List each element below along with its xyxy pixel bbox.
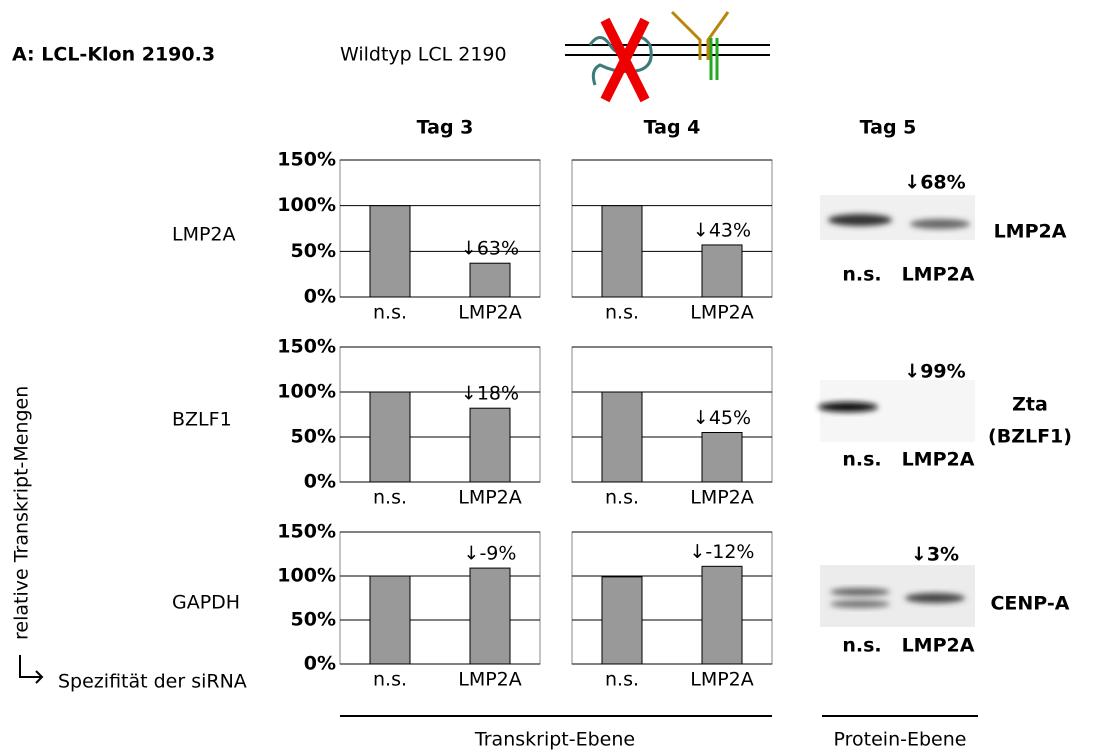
protein-label: LMP2A: [994, 221, 1067, 243]
axis-arrow: [20, 655, 42, 683]
bar: [370, 392, 410, 482]
x-tick-label: LMP2A: [458, 302, 522, 324]
y-axis-label: relative Transkript-Mengen: [11, 386, 33, 640]
annotation: ↓18%: [461, 383, 519, 405]
bar: [602, 206, 642, 297]
strain-label: Wildtyp LCL 2190: [340, 44, 507, 66]
x-tick-label: LMP2A: [458, 487, 522, 509]
x-tick-label: n.s.: [373, 302, 407, 324]
x-tick-label: n.s.: [605, 669, 639, 691]
annotation: ↓63%: [461, 238, 519, 260]
bar: [470, 408, 510, 482]
footer-label: Transkript-Ebene: [474, 729, 635, 751]
column-header: Tag 5: [860, 117, 917, 139]
blot: [820, 565, 975, 627]
row-label: LMP2A: [172, 224, 236, 246]
row-label: BZLF1: [172, 409, 232, 431]
footer-label: Protein-Ebene: [834, 729, 967, 751]
y-tick-label: 0%: [304, 286, 336, 308]
lane-label: n.s.: [842, 264, 881, 286]
x-tick-label: n.s.: [373, 669, 407, 691]
x-tick-label: n.s.: [605, 487, 639, 509]
x-tick-label: LMP2A: [690, 302, 754, 324]
lane-label: LMP2A: [902, 449, 975, 471]
y-tick-label: 100%: [277, 565, 336, 587]
bar: [470, 263, 510, 297]
lane-label: LMP2A: [902, 635, 975, 657]
annotation: ↓-9%: [464, 543, 517, 565]
x-tick-label: n.s.: [373, 487, 407, 509]
panel-label: A: LCL-Klon 2190.3: [12, 44, 215, 66]
y-tick-label: 100%: [277, 381, 336, 403]
annotation: ↓-12%: [689, 541, 754, 563]
y-tick-label: 50%: [291, 426, 336, 448]
x-tick-label: LMP2A: [458, 669, 522, 691]
bar: [702, 433, 742, 483]
y-tick-label: 0%: [304, 653, 336, 675]
y-tick-label: 150%: [277, 521, 336, 543]
x-tick-label: LMP2A: [690, 487, 754, 509]
row-label: GAPDH: [172, 592, 240, 614]
protein-label: CENP-A: [990, 593, 1069, 615]
x-tick-label: n.s.: [605, 302, 639, 324]
bar: [702, 566, 742, 664]
y-tick-label: 100%: [277, 194, 336, 216]
y-tick-label: 0%: [304, 471, 336, 493]
bar: [702, 245, 742, 297]
column-header: Tag 4: [644, 117, 701, 139]
annotation: ↓45%: [693, 407, 751, 429]
bar: [370, 576, 410, 664]
x-tick-label: LMP2A: [690, 669, 754, 691]
bar: [470, 568, 510, 664]
figure: A: LCL-Klon 2190.3 Wildtyp LCL 2190 Tag …: [0, 0, 1099, 754]
bar: [602, 392, 642, 482]
blot-annotation: ↓3%: [911, 544, 959, 566]
bar: [602, 577, 642, 664]
column-header: Tag 3: [417, 117, 474, 139]
blot: [818, 380, 975, 442]
membrane-icon: [565, 12, 770, 100]
bar: [370, 206, 410, 297]
y-tick-label: 150%: [277, 336, 336, 358]
lane-label: n.s.: [842, 635, 881, 657]
blot: [820, 195, 975, 240]
y-tick-label: 50%: [291, 240, 336, 262]
blot-annotation: ↓68%: [904, 172, 965, 194]
x-axis-label: Spezifität der siRNA: [58, 671, 247, 693]
lane-label: LMP2A: [902, 264, 975, 286]
blot-annotation: ↓99%: [904, 361, 965, 383]
protein-label: Zta: [1012, 394, 1048, 416]
lane-label: n.s.: [842, 449, 881, 471]
y-tick-label: 150%: [277, 149, 336, 171]
annotation: ↓43%: [693, 219, 751, 241]
protein-label: (BZLF1): [988, 426, 1072, 448]
y-tick-label: 50%: [291, 609, 336, 631]
